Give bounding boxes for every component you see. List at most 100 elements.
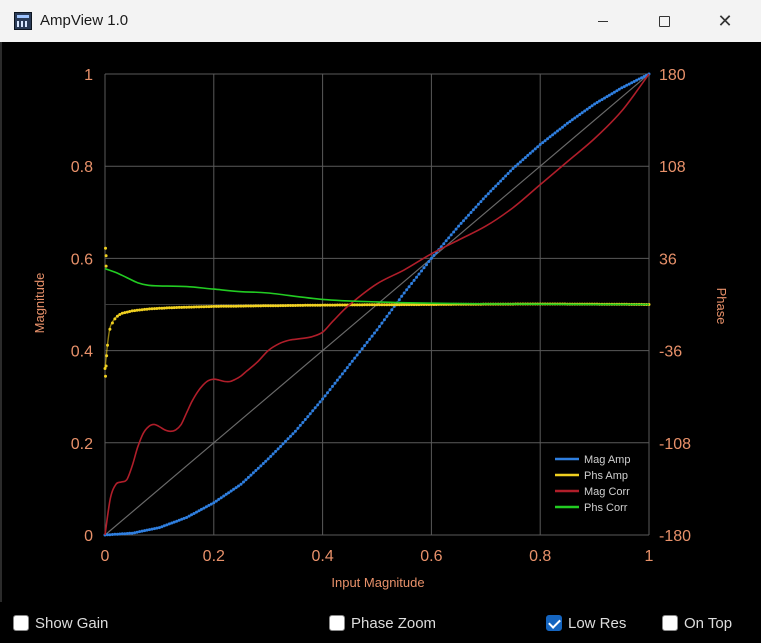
series-point-mag-amp	[637, 77, 641, 81]
series-point-phs-amp	[170, 306, 174, 310]
series-point-mag-amp	[600, 98, 604, 102]
series-point-mag-amp	[491, 187, 495, 191]
series-point-phs-amp	[232, 304, 236, 308]
series-point-mag-amp	[303, 418, 307, 421]
series-point-phs-amp	[321, 303, 325, 307]
y2-tick-label: -180	[659, 528, 691, 545]
series-point-mag-amp	[462, 219, 465, 223]
series-point-phs-amp	[106, 343, 109, 347]
series-point-mag-amp	[207, 503, 211, 507]
series-point-mag-amp	[407, 285, 411, 289]
show-gain-checkbox-box[interactable]	[13, 615, 29, 631]
series-point-phs-amp	[276, 304, 280, 308]
series-point-mag-amp	[373, 331, 376, 335]
minimize-button[interactable]	[580, 0, 626, 42]
series-point-mag-amp	[130, 531, 134, 535]
series-point-phs-amp	[261, 304, 265, 308]
series-point-phs-amp	[155, 307, 159, 310]
series-point-phs-amp	[293, 304, 297, 307]
series-point-mag-amp	[182, 516, 186, 520]
series-point-phs-amp	[185, 305, 189, 309]
series-point-mag-amp	[219, 496, 223, 500]
series-point-phs-amp	[125, 310, 129, 314]
series-point-mag-amp	[543, 139, 547, 143]
series-point-phs-amp	[204, 305, 208, 309]
series-point-phs-amp	[358, 303, 362, 307]
series-point-phs-amp	[291, 304, 295, 307]
phase-zoom-checkbox-box[interactable]	[329, 615, 345, 631]
phase-zoom-label: Phase Zoom	[351, 614, 437, 632]
series-point-phs-amp	[281, 304, 285, 308]
series-point-mag-amp	[397, 298, 401, 302]
y-tick-label: 0.2	[71, 436, 93, 453]
series-point-mag-amp	[585, 107, 589, 111]
series-point-mag-amp	[425, 263, 428, 267]
series-point-mag-amp	[580, 111, 584, 115]
series-point-mag-amp	[187, 514, 191, 518]
show-gain-label: Show Gain	[35, 614, 109, 632]
series-point-phs-amp	[316, 303, 320, 307]
series-point-mag-amp	[565, 121, 569, 125]
series-point-mag-amp	[232, 487, 236, 491]
series-point-phs-amp	[264, 304, 268, 308]
phase-spike-point	[104, 374, 107, 378]
options-bar	[0, 602, 761, 643]
series-point-phs-amp	[335, 303, 339, 307]
series-point-mag-amp	[281, 442, 285, 446]
series-point-mag-amp	[595, 101, 599, 104]
series-point-phs-amp	[251, 304, 255, 308]
series-point-mag-amp	[546, 137, 550, 141]
low-res-checkbox[interactable]: Low Res	[546, 612, 626, 634]
title-bar[interactable]: AmpView 1.0 ✕	[0, 0, 761, 42]
series-point-phs-amp	[217, 304, 221, 308]
series-point-mag-amp	[459, 221, 463, 225]
series-point-mag-amp	[484, 194, 488, 198]
series-point-mag-amp	[573, 116, 577, 120]
series-point-mag-amp	[368, 337, 372, 341]
close-button[interactable]: ✕	[702, 0, 748, 42]
show-gain-checkbox[interactable]: Show Gain	[13, 612, 108, 634]
series-line-phs-corr	[104, 267, 650, 306]
series-point-phs-amp	[195, 305, 198, 309]
y2-tick-label: -36	[659, 344, 682, 361]
amplitude-chart: 0 0.2 0.4 0.6 0.8 1 0 0.2 0.4 0.6 0.8 1 -180 -108 -36 3…	[32, 67, 729, 590]
phase-zoom-checkbox[interactable]: Phase Zoom	[329, 612, 436, 634]
series-point-mag-amp	[155, 526, 159, 530]
on-top-checkbox-box[interactable]	[662, 615, 678, 631]
series-point-mag-amp	[266, 457, 270, 461]
series-point-mag-amp	[338, 375, 342, 379]
series-point-mag-amp	[457, 224, 461, 228]
on-top-checkbox[interactable]: On Top	[662, 612, 732, 634]
series-point-mag-amp	[563, 123, 567, 127]
y-tick-label: 0.6	[71, 251, 93, 268]
series-point-mag-amp	[536, 145, 540, 149]
series-point-phs-amp	[197, 305, 201, 309]
series-point-mag-amp	[593, 102, 597, 106]
series-point-mag-amp	[153, 527, 156, 531]
series-point-mag-amp	[108, 533, 112, 537]
series-point-mag-amp	[429, 256, 433, 260]
series-point-mag-amp	[526, 153, 530, 157]
series-point-phs-amp	[340, 303, 344, 307]
series-point-mag-amp	[471, 208, 475, 212]
series-point-phs-amp	[212, 304, 216, 308]
series-point-phs-amp	[368, 303, 372, 307]
series-point-phs-amp	[222, 304, 226, 308]
series-phs-amp	[103, 302, 651, 370]
series-point-mag-amp	[242, 480, 245, 484]
series-point-mag-amp	[523, 156, 527, 160]
phase-spike-point	[104, 246, 107, 250]
series-point-mag-amp	[180, 517, 184, 521]
series-point-mag-amp	[415, 275, 419, 279]
series-point-mag-amp	[501, 177, 505, 181]
series-point-phs-amp	[242, 304, 245, 308]
series-point-phs-amp	[113, 317, 117, 321]
maximize-icon	[658, 15, 670, 27]
series-point-phs-amp	[343, 303, 347, 307]
series-point-mag-amp	[214, 499, 218, 503]
series-point-mag-amp	[625, 83, 629, 87]
series-point-mag-amp	[217, 497, 221, 501]
maximize-button[interactable]	[641, 0, 687, 42]
series-point-phs-amp	[160, 306, 164, 310]
low-res-checkbox-box[interactable]	[546, 615, 562, 631]
